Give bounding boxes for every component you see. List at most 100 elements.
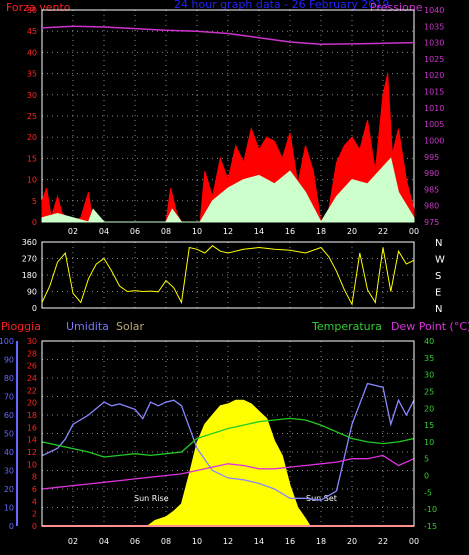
temperature-tick-label: 20: [424, 404, 434, 413]
rain-tick-label: 14: [27, 436, 37, 445]
wind-x-tick-label: 12: [223, 227, 233, 236]
wind-x-tick-label: 06: [130, 227, 140, 236]
pressure-tick-label: 985: [424, 185, 439, 194]
temperature-tick-label: -10: [424, 505, 437, 514]
humidity-tick-label: 90: [4, 356, 14, 365]
temperature-tick-label: 25: [424, 387, 434, 396]
direction-tick-label: 90: [27, 288, 37, 297]
temperature-tick-label: 40: [424, 337, 434, 346]
pressure-tick-label: 1020: [424, 71, 444, 80]
wind-tick-label: 30: [27, 91, 37, 100]
pressure-tick-label: 990: [424, 169, 439, 178]
rain-tick-label: 10: [27, 460, 37, 469]
rain-tick-label: 26: [27, 362, 37, 371]
direction-tick-label: 180: [22, 271, 37, 280]
temperature-tick-label: 15: [424, 421, 434, 430]
temperature-tick-label: 5: [424, 455, 429, 464]
weather-x-tick-label: 18: [316, 537, 326, 546]
pressure-tick-label: 1025: [424, 55, 444, 64]
humidity-tick-label: 40: [4, 448, 14, 457]
rain-tick-label: 30: [27, 337, 37, 346]
plot-layer: 0510152025303540455097598098599099510001…: [0, 6, 445, 546]
direction-tick-label: 270: [22, 255, 37, 264]
rain-tick-label: 12: [27, 448, 37, 457]
wind-axis-title: Forza vento: [6, 1, 71, 14]
temperature-tick-label: -15: [424, 522, 437, 531]
wind-x-tick-label: 14: [254, 227, 264, 236]
wind-x-tick-label: 20: [347, 227, 357, 236]
wind-tick-label: 35: [27, 70, 37, 79]
direction-plot-frame: [41, 241, 415, 309]
weather-x-tick-label: 14: [254, 537, 264, 546]
weather-x-tick-label: 08: [161, 537, 171, 546]
pressure-tick-label: 980: [424, 202, 439, 211]
humidity-series-line: [41, 382, 415, 501]
rain-tick-label: 28: [27, 349, 37, 358]
rain-tick-label: 2: [32, 510, 37, 519]
pressure-axis-title: Pressione: [370, 1, 423, 14]
pressure-tick-label: 1040: [424, 6, 444, 15]
humidity-tick-label: 10: [4, 504, 14, 513]
solar-series-area: [145, 399, 311, 527]
average-wind-series-area: [41, 157, 415, 224]
pressure-tick-label: 1000: [424, 136, 444, 145]
wind-tick-label: 25: [27, 112, 37, 121]
humidity-tick-label: 20: [4, 485, 14, 494]
humidity-tick-label: 80: [4, 374, 14, 383]
weather-x-tick-label: 20: [347, 537, 357, 546]
direction-compass-label: W: [435, 255, 445, 266]
rain-tick-label: 20: [27, 399, 37, 408]
pressure-tick-label: 1015: [424, 88, 444, 97]
direction-compass-label: E: [435, 288, 441, 299]
wind-tick-label: 50: [27, 6, 37, 15]
wind-tick-label: 20: [27, 133, 37, 142]
wind-tick-label: 10: [27, 176, 37, 185]
temperature-series-line: [41, 417, 415, 458]
pressure-tick-label: 1005: [424, 120, 444, 129]
annotation-sunset: Sun Set: [306, 494, 337, 503]
solar-axis-title: Solar: [116, 320, 145, 333]
pressure-tick-label: 995: [424, 153, 439, 162]
pressure-tick-label: 1035: [424, 22, 444, 31]
rain-tick-label: 4: [32, 497, 37, 506]
temperature-tick-label: -5: [424, 488, 432, 497]
pressure-tick-label: 975: [424, 218, 439, 227]
dewpoint-series-line: [41, 454, 415, 490]
humidity-axis-title: Umidita: [66, 320, 109, 333]
rain-tick-label: 24: [27, 374, 37, 383]
humidity-tick-label: 0: [9, 522, 14, 531]
wind-x-tick-label: 10: [192, 227, 202, 236]
dewpoint-axis-title: Dew Point (°C): [391, 320, 469, 333]
temperature-tick-label: 0: [424, 472, 429, 481]
rain-tick-label: 6: [32, 485, 37, 494]
annotation-sunrise: Sun Rise: [134, 494, 169, 503]
wind-tick-label: 15: [27, 154, 37, 163]
temperature-axis-title: Temperatura: [311, 320, 382, 333]
weather-x-tick-label: 06: [130, 537, 140, 546]
weather-x-tick-label: 02: [68, 537, 78, 546]
weather-x-tick-label: 04: [99, 537, 109, 546]
humidity-tick-label: 70: [4, 393, 14, 402]
weather-x-tick-label: 22: [378, 537, 388, 546]
pressure-tick-label: 1030: [424, 39, 444, 48]
wind-tick-label: 5: [32, 197, 37, 206]
wind-x-tick-label: 18: [316, 227, 326, 236]
direction-tick-label: 0: [32, 304, 37, 313]
humidity-tick-label: 100: [0, 337, 14, 346]
weather-x-tick-label: 00: [409, 537, 419, 546]
direction-tick-label: 360: [22, 238, 37, 247]
rain-tick-label: 18: [27, 411, 37, 420]
wind-tick-label: 40: [27, 48, 37, 57]
weather-x-tick-label: 12: [223, 537, 233, 546]
pressure-series-line: [41, 25, 415, 45]
direction-series-line: [41, 245, 415, 306]
rain-tick-label: 0: [32, 522, 37, 531]
pressure-tick-label: 1010: [424, 104, 444, 113]
weather-plot-frame: [41, 340, 415, 527]
humidity-tick-label: 50: [4, 430, 14, 439]
weather-x-tick-label: 16: [285, 537, 295, 546]
wind-x-tick-label: 16: [285, 227, 295, 236]
rain-tick-label: 22: [27, 386, 37, 395]
wind-tick-label: 0: [32, 218, 37, 227]
